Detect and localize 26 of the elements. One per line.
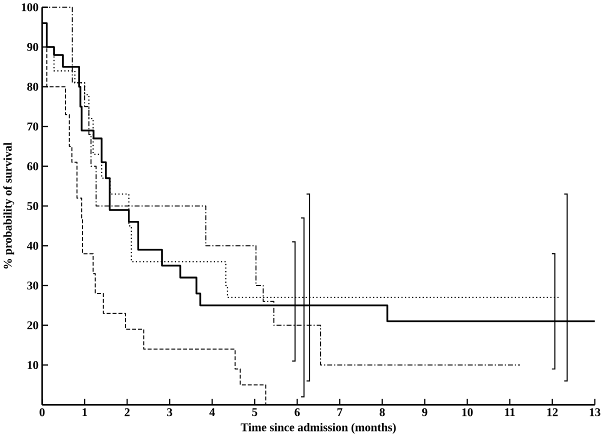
x-tick-label: 13 — [590, 408, 600, 416]
x-tick-label: 7 — [337, 408, 342, 416]
x-tick-label: 9 — [422, 408, 428, 416]
x-tick-label: 2 — [124, 408, 130, 416]
y-tick-label: 70 — [28, 122, 38, 130]
x-axis-title: Time since admission (months) — [240, 422, 396, 434]
y-tick-label: 90 — [27, 43, 38, 51]
y-tick-label: 10 — [28, 361, 38, 370]
x-tick-label: 11 — [505, 408, 515, 416]
x-tick-label: 5 — [252, 408, 258, 416]
x-tick-label: 6 — [294, 408, 300, 416]
y-tick-label: 40 — [26, 242, 38, 250]
x-tick-label: 8 — [380, 408, 385, 416]
y-tick-label: 20 — [27, 321, 38, 330]
y-tick-label: 30 — [27, 282, 38, 290]
x-tick-label: 12 — [547, 408, 558, 416]
x-tick-label: 3 — [167, 408, 172, 416]
y-tick-label: 80 — [27, 82, 38, 91]
x-tick-label: 10 — [462, 408, 473, 416]
y-tick-label: 50 — [27, 202, 38, 210]
x-tick-label: 0 — [40, 408, 45, 416]
x-tick-label: 4 — [209, 408, 215, 416]
y-tick-label: 60 — [27, 162, 38, 170]
y-tick-label: 100 — [22, 3, 38, 12]
y-axis-title: % probability of survival — [3, 142, 14, 269]
x-tick-label: 1 — [82, 408, 87, 416]
